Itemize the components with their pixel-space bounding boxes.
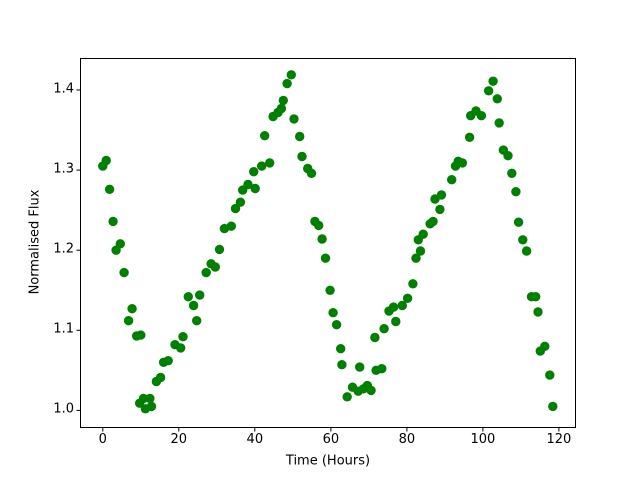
data-point	[447, 174, 457, 184]
data-point	[286, 69, 296, 80]
data-point	[488, 76, 498, 86]
x-tick-label: 120	[546, 432, 572, 447]
data-point	[214, 244, 225, 254]
data-point	[188, 300, 199, 310]
data-point	[108, 216, 118, 226]
x-axis-label: Time (Hours)	[285, 453, 371, 469]
data-point	[492, 93, 502, 104]
data-point	[533, 306, 543, 317]
data-point	[531, 291, 541, 301]
data-point	[548, 401, 558, 411]
data-point	[402, 293, 413, 303]
data-point	[235, 197, 246, 207]
data-point	[507, 168, 517, 178]
data-point	[289, 113, 299, 124]
data-point	[521, 245, 532, 256]
data-point	[119, 267, 129, 277]
data-point	[370, 332, 380, 342]
data-point	[115, 238, 125, 249]
y-tick-label: 1.3	[53, 161, 74, 177]
x-tick-label: 100	[470, 432, 496, 447]
data-point	[257, 160, 267, 171]
x-tick-label: 60	[322, 432, 340, 447]
data-point	[104, 184, 115, 194]
axes-spines	[80, 57, 576, 428]
data-point	[435, 204, 445, 214]
data-point	[436, 189, 447, 200]
data-point	[379, 323, 389, 333]
data-point	[476, 110, 487, 120]
data-point	[418, 229, 428, 239]
data-point	[123, 315, 134, 325]
data-point	[146, 401, 157, 411]
data-point	[366, 385, 376, 395]
data-point	[145, 393, 155, 403]
data-point	[325, 285, 335, 295]
data-point	[278, 95, 288, 105]
data-point	[260, 130, 270, 140]
data-point	[282, 78, 292, 88]
data-point	[250, 183, 260, 193]
data-point	[265, 157, 275, 168]
data-point	[192, 315, 202, 325]
data-point	[494, 117, 504, 128]
data-point	[210, 261, 220, 272]
data-point	[155, 372, 166, 382]
data-point	[317, 233, 327, 244]
data-point	[136, 329, 146, 340]
data-point	[355, 361, 365, 372]
data-point	[295, 131, 305, 141]
data-point	[306, 168, 317, 178]
data-point	[314, 220, 324, 230]
y-tick-label: 1.2	[53, 241, 74, 257]
data-point	[297, 151, 307, 161]
data-point	[183, 291, 193, 301]
data-point	[415, 245, 426, 256]
data-point	[388, 301, 399, 312]
data-point	[511, 186, 521, 196]
x-tick-label: 20	[170, 432, 188, 447]
data-point	[545, 369, 555, 380]
y-axis-label: Normalised Flux	[27, 189, 43, 295]
data-point	[342, 391, 352, 402]
data-point	[337, 359, 347, 369]
data-point	[408, 278, 418, 289]
data-point	[483, 85, 494, 96]
data-point	[178, 331, 188, 341]
data-point	[249, 166, 259, 176]
data-point	[428, 216, 438, 226]
data-point	[320, 253, 331, 263]
y-tick-label: 1.4	[53, 81, 74, 97]
data-point	[336, 343, 346, 353]
data-point	[518, 234, 528, 245]
data-point	[457, 157, 468, 168]
data-point	[464, 132, 475, 142]
data-point	[513, 217, 524, 227]
data-point	[195, 289, 205, 300]
y-tick-label: 1.0	[53, 401, 74, 417]
x-tick-label: 80	[398, 432, 416, 447]
data-point	[176, 342, 186, 353]
data-point	[503, 150, 513, 160]
data-point	[540, 341, 550, 351]
data-point	[226, 221, 236, 231]
data-point	[276, 103, 287, 113]
data-point	[127, 303, 137, 313]
data-point	[411, 253, 421, 263]
data-point	[397, 300, 407, 310]
x-tick-label: 40	[246, 432, 264, 447]
data-point	[230, 203, 241, 213]
data-point	[331, 319, 342, 329]
data-point	[163, 355, 173, 365]
data-point	[328, 307, 338, 317]
y-tick-label: 1.1	[53, 321, 74, 337]
plot-area	[76, 57, 576, 432]
x-tick-label: 0	[98, 432, 107, 447]
data-point	[201, 267, 211, 277]
data-point	[377, 363, 387, 373]
data-point	[391, 316, 401, 326]
data-point	[243, 179, 253, 189]
data-point	[101, 155, 111, 165]
